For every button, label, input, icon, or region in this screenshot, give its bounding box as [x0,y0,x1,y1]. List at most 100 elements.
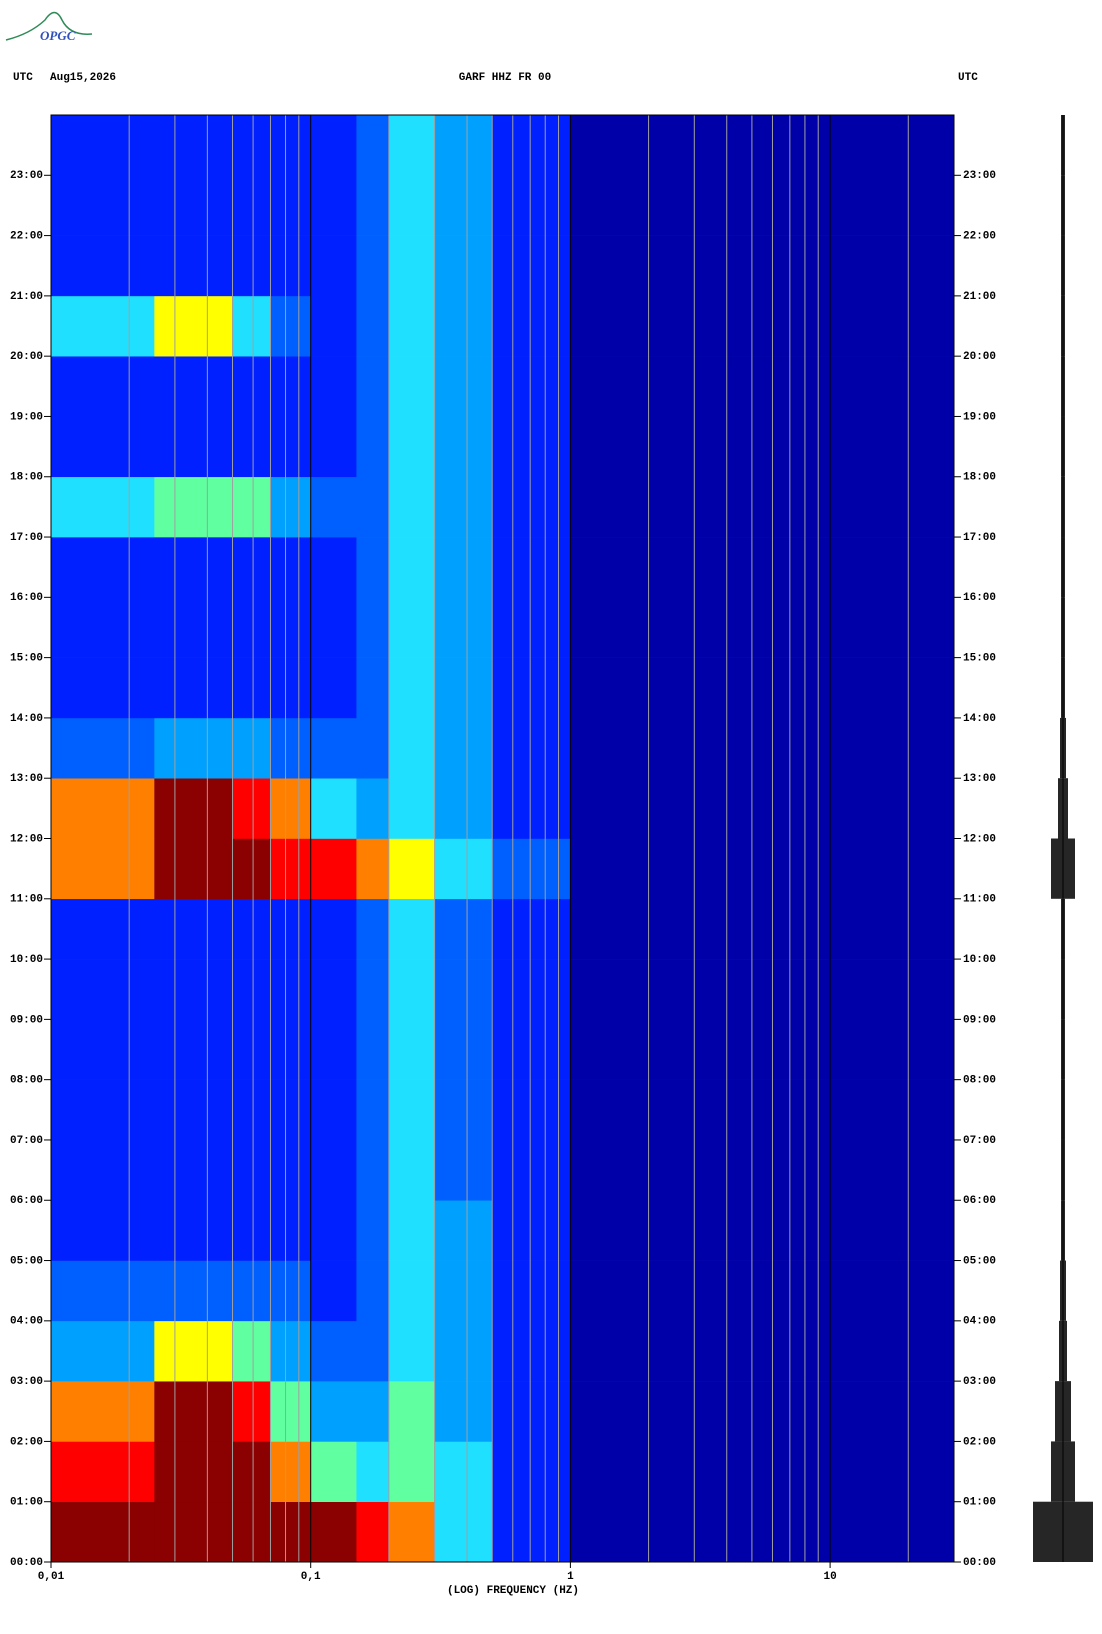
cell [51,476,155,538]
cell [51,356,155,417]
header-left: UTC [13,72,33,84]
y-tick-label-right: 13:00 [963,773,996,785]
y-tick-label-right: 03:00 [963,1376,996,1388]
cell [570,778,955,839]
y-tick-label-left: 11:00 [10,894,43,906]
logo: OPGC [40,28,76,43]
cell [356,717,390,779]
cell [310,1441,357,1503]
cell [356,778,390,839]
y-tick-label-left: 05:00 [10,1255,43,1267]
cell [310,175,357,236]
cell [232,1260,271,1322]
cell [388,1501,435,1563]
cell [310,657,357,719]
cell [51,175,155,236]
cell [492,235,571,297]
cell [570,537,955,598]
cell [434,959,493,1020]
cell [492,1320,571,1382]
cell [310,717,357,779]
cell [492,898,571,960]
cell [310,295,357,357]
cell [270,1019,311,1080]
cell [154,1501,233,1563]
y-tick-label-left: 03:00 [10,1376,43,1388]
y-tick-label-left: 02:00 [10,1436,43,1448]
y-tick-label-right: 22:00 [963,230,996,242]
cell [310,959,357,1020]
cell [388,115,435,176]
y-tick-label-left: 16:00 [10,592,43,604]
cell [570,235,955,297]
cell [232,476,271,538]
y-tick-label-left: 00:00 [10,1557,43,1569]
cell [51,1501,155,1563]
cell [388,235,435,297]
cell [388,356,435,417]
cell [570,717,955,779]
y-tick-label-right: 20:00 [963,351,996,363]
cell [310,1381,357,1442]
cell [310,898,357,960]
y-tick-label-right: 10:00 [963,954,996,966]
cell [270,235,311,297]
cell [232,1441,271,1503]
cell [310,597,357,658]
cell [310,537,357,598]
cell [356,175,390,236]
cell [492,717,571,779]
cell [434,1441,493,1503]
cell [356,1320,390,1382]
cell [492,476,571,538]
cell [51,235,155,297]
cell [356,959,390,1020]
cell [356,597,390,658]
y-tick-label-left: 15:00 [10,653,43,665]
cell [388,295,435,357]
cell [270,1441,311,1503]
y-tick-label-left: 01:00 [10,1497,43,1509]
cell [51,778,155,839]
cell [310,115,357,176]
cell [356,356,390,417]
cell [154,1260,233,1322]
cell [388,476,435,538]
cell [356,838,390,900]
y-tick-label-right: 02:00 [963,1436,996,1448]
cell [154,597,233,658]
cell [310,416,357,478]
cell [270,898,311,960]
cell [434,295,493,357]
y-tick-label-right: 06:00 [963,1195,996,1207]
cell [154,537,233,598]
logo-curve [5,11,93,41]
trace-envelope [1060,1260,1066,1321]
cell [492,597,571,658]
trace-envelope [1061,537,1065,598]
cell [154,1019,233,1080]
cell [492,115,571,176]
trace-envelope [1061,295,1065,357]
cell [388,1260,435,1322]
trace-envelope [1061,657,1065,718]
y-tick-label-right: 16:00 [963,592,996,604]
cell [51,115,155,176]
cell [356,476,390,538]
cell [492,416,571,478]
cell [434,1381,493,1442]
cell [570,175,955,236]
y-tick-label-right: 19:00 [963,411,996,423]
cell [388,537,435,598]
trace-envelope [1061,959,1065,1020]
y-tick-label-left: 07:00 [10,1135,43,1147]
trace-envelope [1061,1019,1065,1080]
cell [310,1320,357,1382]
y-tick-label-left: 04:00 [10,1316,43,1328]
cell [154,838,233,900]
x-axis-label: (LOG) FREQUENCY (HZ) [447,1585,579,1597]
cell [388,959,435,1020]
cell [310,1501,357,1563]
cell [570,295,955,357]
cell [434,476,493,538]
